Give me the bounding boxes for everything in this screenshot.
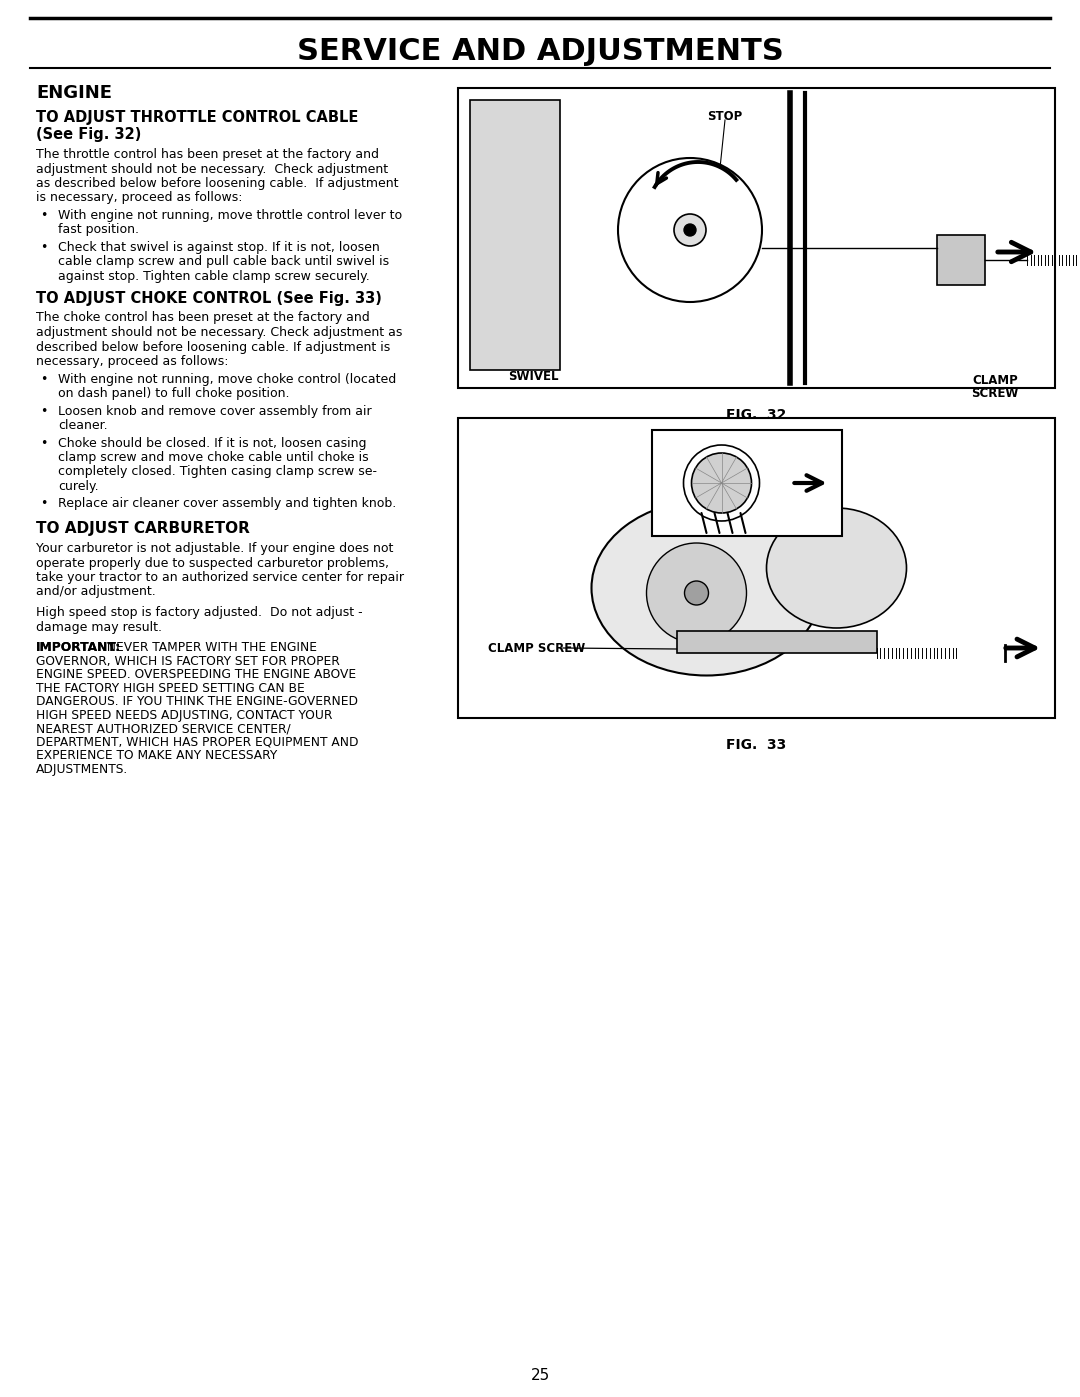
Ellipse shape (592, 500, 822, 676)
Text: •: • (40, 405, 48, 418)
Text: SWIVEL: SWIVEL (508, 370, 558, 383)
Text: SCREW: SCREW (971, 387, 1018, 400)
Text: DANGEROUS. IF YOU THINK THE ENGINE-GOVERNED: DANGEROUS. IF YOU THINK THE ENGINE-GOVER… (36, 694, 357, 708)
Text: as described below before loosening cable.  If adjustment: as described below before loosening cabl… (36, 177, 399, 190)
Text: necessary, proceed as follows:: necessary, proceed as follows: (36, 355, 229, 367)
Text: Choke should be closed. If it is not, loosen casing: Choke should be closed. If it is not, lo… (58, 436, 366, 450)
Text: DEPARTMENT, WHICH HAS PROPER EQUIPMENT AND: DEPARTMENT, WHICH HAS PROPER EQUIPMENT A… (36, 735, 359, 749)
Text: CLAMP SCREW: CLAMP SCREW (488, 641, 585, 655)
Text: adjustment should not be necessary.  Check adjustment: adjustment should not be necessary. Chec… (36, 162, 388, 176)
Bar (470, 101, 561, 370)
Text: FIG.  33: FIG. 33 (727, 738, 786, 752)
Text: completely closed. Tighten casing clamp screw se-: completely closed. Tighten casing clamp … (58, 465, 377, 479)
Text: adjustment should not be necessary. Check adjustment as: adjustment should not be necessary. Chec… (36, 326, 403, 339)
Text: 25: 25 (530, 1368, 550, 1383)
Bar (651, 430, 841, 536)
Text: operate properly due to suspected carburetor problems,: operate properly due to suspected carbur… (36, 556, 389, 570)
Text: NEAREST AUTHORIZED SERVICE CENTER/: NEAREST AUTHORIZED SERVICE CENTER/ (36, 722, 291, 735)
Text: The choke control has been preset at the factory and: The choke control has been preset at the… (36, 312, 369, 324)
Text: The throttle control has been preset at the factory and: The throttle control has been preset at … (36, 148, 379, 161)
Text: TO ADJUST THROTTLE CONTROL CABLE: TO ADJUST THROTTLE CONTROL CABLE (36, 110, 359, 124)
Text: fast position.: fast position. (58, 224, 139, 236)
Text: (See Fig. 32): (See Fig. 32) (36, 127, 141, 142)
Circle shape (685, 581, 708, 605)
Text: •: • (40, 436, 48, 450)
Text: With engine not running, move throttle control lever to: With engine not running, move throttle c… (58, 210, 402, 222)
Text: Your carburetor is not adjustable. If your engine does not: Your carburetor is not adjustable. If yo… (36, 542, 393, 555)
Circle shape (691, 453, 752, 513)
Text: •: • (40, 242, 48, 254)
Text: THE FACTORY HIGH SPEED SETTING CAN BE: THE FACTORY HIGH SPEED SETTING CAN BE (36, 682, 305, 694)
Text: take your tractor to an authorized service center for repair: take your tractor to an authorized servi… (36, 571, 404, 584)
Bar (676, 631, 877, 652)
Text: CLAMP: CLAMP (972, 374, 1017, 387)
Circle shape (647, 543, 746, 643)
Text: and/or adjustment.: and/or adjustment. (36, 585, 156, 598)
Bar (458, 418, 1055, 718)
Text: ENGINE SPEED. OVERSPEEDING THE ENGINE ABOVE: ENGINE SPEED. OVERSPEEDING THE ENGINE AB… (36, 668, 356, 680)
Ellipse shape (767, 509, 906, 629)
Text: against stop. Tighten cable clamp screw securely.: against stop. Tighten cable clamp screw … (58, 270, 369, 284)
Text: described below before loosening cable. If adjustment is: described below before loosening cable. … (36, 341, 390, 353)
Text: •: • (40, 373, 48, 386)
Text: GOVERNOR, WHICH IS FACTORY SET FOR PROPER: GOVERNOR, WHICH IS FACTORY SET FOR PROPE… (36, 655, 340, 668)
Text: IMPORTANT:: IMPORTANT: (36, 641, 121, 654)
Text: curely.: curely. (58, 481, 98, 493)
Text: With engine not running, move choke control (located: With engine not running, move choke cont… (58, 373, 396, 386)
Bar (937, 235, 985, 285)
Text: TO ADJUST CHOKE CONTROL (See Fig. 33): TO ADJUST CHOKE CONTROL (See Fig. 33) (36, 292, 382, 306)
Text: IMPORTANT:: IMPORTANT: (36, 641, 121, 654)
Text: clamp screw and move choke cable until choke is: clamp screw and move choke cable until c… (58, 451, 368, 464)
Text: Loosen knob and remove cover assembly from air: Loosen knob and remove cover assembly fr… (58, 405, 372, 418)
Text: ENGINE: ENGINE (36, 84, 112, 102)
Text: EXPERIENCE TO MAKE ANY NECESSARY: EXPERIENCE TO MAKE ANY NECESSARY (36, 749, 278, 761)
Text: FIG.  32: FIG. 32 (727, 408, 786, 422)
Circle shape (684, 224, 696, 236)
Text: HIGH SPEED NEEDS ADJUSTING, CONTACT YOUR: HIGH SPEED NEEDS ADJUSTING, CONTACT YOUR (36, 708, 333, 721)
Text: damage may result.: damage may result. (36, 620, 162, 633)
Text: on dash panel) to full choke position.: on dash panel) to full choke position. (58, 387, 289, 400)
Text: SERVICE AND ADJUSTMENTS: SERVICE AND ADJUSTMENTS (297, 38, 783, 67)
Text: STOP: STOP (707, 110, 743, 123)
Text: NEVER TAMPER WITH THE ENGINE: NEVER TAMPER WITH THE ENGINE (99, 641, 318, 654)
Bar (458, 88, 1055, 388)
Text: Replace air cleaner cover assembly and tighten knob.: Replace air cleaner cover assembly and t… (58, 497, 396, 510)
Text: ADJUSTMENTS.: ADJUSTMENTS. (36, 763, 129, 775)
Text: is necessary, proceed as follows:: is necessary, proceed as follows: (36, 191, 243, 204)
Text: •: • (40, 497, 48, 510)
Text: cable clamp screw and pull cable back until swivel is: cable clamp screw and pull cable back un… (58, 256, 389, 268)
Circle shape (674, 214, 706, 246)
Text: cleaner.: cleaner. (58, 419, 108, 432)
Text: •: • (40, 210, 48, 222)
Text: Check that swivel is against stop. If it is not, loosen: Check that swivel is against stop. If it… (58, 242, 380, 254)
Text: TO ADJUST CARBURETOR: TO ADJUST CARBURETOR (36, 521, 249, 536)
Text: High speed stop is factory adjusted.  Do not adjust -: High speed stop is factory adjusted. Do … (36, 606, 363, 619)
